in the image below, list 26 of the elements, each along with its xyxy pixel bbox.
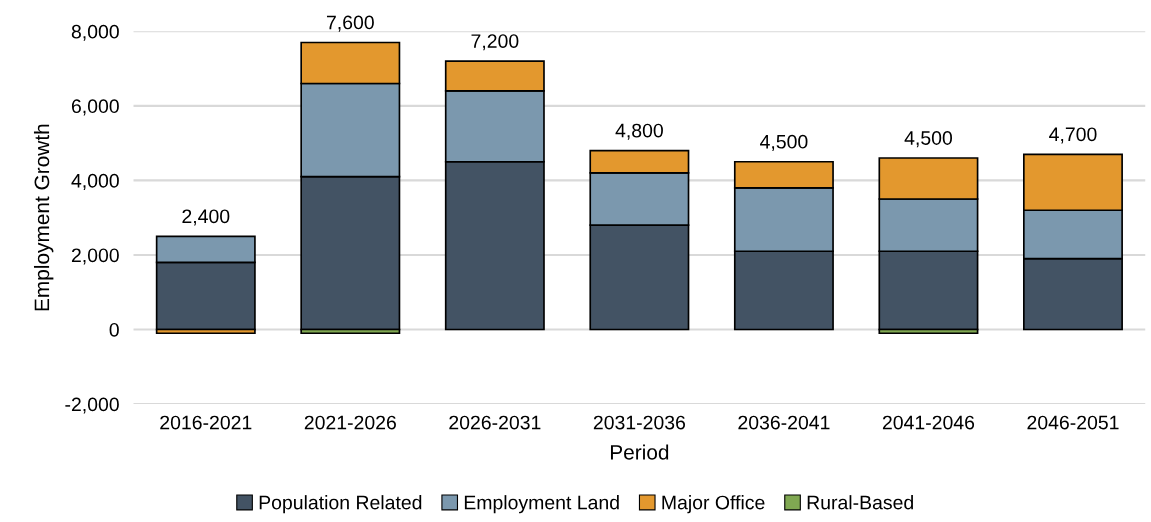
y-axis-title: Employment Growth xyxy=(33,124,54,311)
legend-label: Population Related xyxy=(259,495,422,514)
total-label: 4,800 xyxy=(615,123,663,140)
x-axis-title: Period xyxy=(610,444,669,460)
x-tick-label: 2031-2036 xyxy=(593,415,686,430)
x-tick-label: 2021-2026 xyxy=(304,415,396,430)
y-tick-label: 0 xyxy=(109,322,119,337)
legend-label: Major Office xyxy=(662,495,765,514)
x-tick-label: 2026-2031 xyxy=(449,415,541,430)
y-tick-label: 4,000 xyxy=(71,173,119,190)
total-label: 4,500 xyxy=(760,134,808,151)
y-tick-label: 8,000 xyxy=(71,24,119,41)
legend-label: Rural-Based xyxy=(807,495,913,510)
total-label: 4,700 xyxy=(1049,127,1097,144)
y-tick-label: -2,000 xyxy=(65,397,119,414)
x-tick-label: 2046-2051 xyxy=(1027,415,1119,430)
y-tick-label: 2,000 xyxy=(71,248,119,265)
x-tick-label: 2036-2041 xyxy=(738,415,830,430)
y-tick-label: 6,000 xyxy=(71,99,119,116)
x-tick-label: 2041-2046 xyxy=(882,415,975,430)
total-label: 4,500 xyxy=(904,131,953,148)
total-label: 2,400 xyxy=(182,209,230,226)
legend-label: Employment Land xyxy=(464,495,619,514)
x-tick-label: 2016-2021 xyxy=(160,415,252,430)
total-label: 7,200 xyxy=(471,34,519,51)
total-label: 7,600 xyxy=(326,15,374,32)
